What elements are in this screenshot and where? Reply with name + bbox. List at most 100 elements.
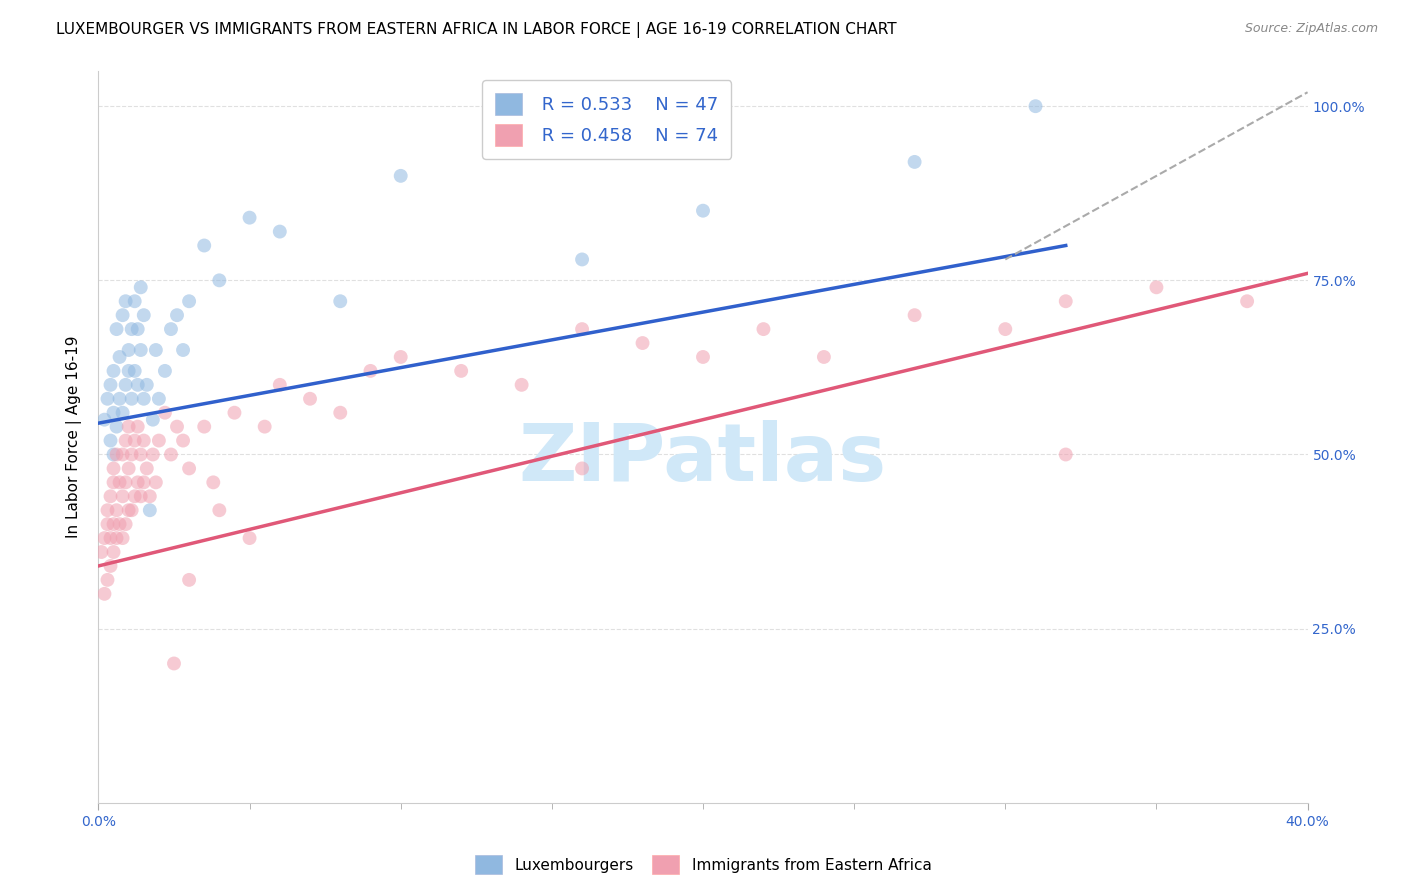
Point bbox=[692, 203, 714, 218]
Point bbox=[129, 448, 152, 462]
Point bbox=[93, 531, 115, 545]
Point bbox=[118, 419, 141, 434]
Legend: Luxembourgers, Immigrants from Eastern Africa: Luxembourgers, Immigrants from Eastern A… bbox=[468, 849, 938, 880]
Legend:  R = 0.533    N = 47,  R = 0.458    N = 74: R = 0.533 N = 47, R = 0.458 N = 74 bbox=[482, 80, 731, 159]
Point bbox=[163, 657, 186, 671]
Point bbox=[114, 475, 136, 490]
Point bbox=[1054, 294, 1077, 309]
Point bbox=[994, 322, 1017, 336]
Point bbox=[114, 434, 136, 448]
Point bbox=[360, 364, 382, 378]
Point bbox=[96, 503, 118, 517]
Point bbox=[108, 517, 131, 532]
Point bbox=[179, 573, 201, 587]
Point bbox=[139, 489, 162, 503]
Point bbox=[129, 489, 152, 503]
Point bbox=[135, 461, 157, 475]
Point bbox=[631, 336, 654, 351]
Point bbox=[105, 503, 128, 517]
Point bbox=[121, 322, 143, 336]
Point bbox=[103, 364, 125, 378]
Point bbox=[114, 517, 136, 532]
Point bbox=[450, 364, 472, 378]
Y-axis label: In Labor Force | Age 16-19: In Labor Force | Age 16-19 bbox=[66, 335, 83, 539]
Point bbox=[904, 155, 927, 169]
Point bbox=[103, 545, 125, 559]
Point bbox=[692, 350, 714, 364]
Point bbox=[389, 350, 412, 364]
Point bbox=[105, 531, 128, 545]
Point bbox=[1236, 294, 1258, 309]
Point bbox=[108, 350, 131, 364]
Point bbox=[121, 448, 143, 462]
Point bbox=[145, 475, 167, 490]
Point bbox=[111, 308, 134, 322]
Point bbox=[160, 448, 183, 462]
Point bbox=[127, 377, 149, 392]
Point bbox=[160, 322, 183, 336]
Point bbox=[813, 350, 835, 364]
Point bbox=[571, 461, 593, 475]
Point bbox=[239, 211, 262, 225]
Point bbox=[752, 322, 775, 336]
Point bbox=[166, 419, 188, 434]
Point bbox=[510, 377, 533, 392]
Point bbox=[142, 412, 165, 426]
Point bbox=[127, 475, 149, 490]
Point bbox=[105, 322, 128, 336]
Point bbox=[148, 392, 170, 406]
Point bbox=[111, 531, 134, 545]
Point bbox=[96, 573, 118, 587]
Point bbox=[100, 377, 122, 392]
Point bbox=[96, 392, 118, 406]
Point bbox=[299, 392, 322, 406]
Point bbox=[127, 419, 149, 434]
Point bbox=[111, 448, 134, 462]
Point bbox=[172, 434, 194, 448]
Point bbox=[93, 412, 115, 426]
Point bbox=[269, 377, 291, 392]
Point bbox=[1024, 99, 1046, 113]
Point bbox=[179, 294, 201, 309]
Point bbox=[100, 434, 122, 448]
Point bbox=[329, 294, 352, 309]
Point bbox=[1054, 448, 1077, 462]
Point bbox=[132, 392, 155, 406]
Point bbox=[571, 252, 593, 267]
Point bbox=[114, 377, 136, 392]
Point bbox=[129, 280, 152, 294]
Point bbox=[571, 322, 593, 336]
Point bbox=[135, 377, 157, 392]
Point bbox=[904, 308, 927, 322]
Point bbox=[127, 322, 149, 336]
Point bbox=[118, 461, 141, 475]
Point bbox=[105, 448, 128, 462]
Point bbox=[208, 273, 231, 287]
Point bbox=[129, 343, 152, 357]
Point bbox=[253, 419, 276, 434]
Point bbox=[96, 517, 118, 532]
Point bbox=[389, 169, 412, 183]
Point bbox=[193, 419, 215, 434]
Point bbox=[111, 406, 134, 420]
Point bbox=[103, 406, 125, 420]
Point bbox=[124, 294, 146, 309]
Point bbox=[118, 503, 141, 517]
Point bbox=[1144, 280, 1167, 294]
Point bbox=[103, 448, 125, 462]
Point bbox=[224, 406, 246, 420]
Point bbox=[153, 364, 176, 378]
Point bbox=[118, 364, 141, 378]
Point bbox=[124, 434, 146, 448]
Point bbox=[139, 503, 162, 517]
Point bbox=[114, 294, 136, 309]
Point bbox=[132, 475, 155, 490]
Point bbox=[90, 545, 112, 559]
Point bbox=[118, 343, 141, 357]
Point bbox=[166, 308, 188, 322]
Point bbox=[193, 238, 215, 252]
Point bbox=[108, 475, 131, 490]
Point bbox=[121, 392, 143, 406]
Point bbox=[100, 531, 122, 545]
Text: Source: ZipAtlas.com: Source: ZipAtlas.com bbox=[1244, 22, 1378, 36]
